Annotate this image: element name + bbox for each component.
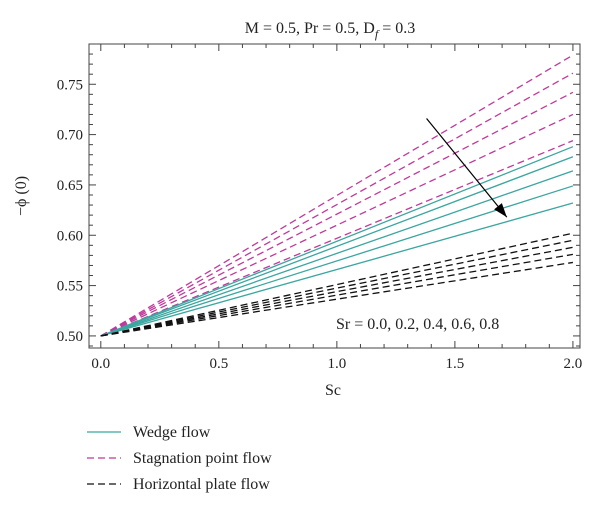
y-tick-label: 0.55: [57, 279, 83, 295]
series-line-wedge-flow-sr-0-6: [100, 185, 574, 337]
series-line-wedge-flow-sr-0-8: [100, 202, 574, 337]
series-line-stagnation-point-flow-sr-0-4: [100, 91, 574, 337]
y-tick-label: 0.50: [57, 329, 83, 345]
series-line-horizontal-plate-flow-sr-0-2: [100, 239, 574, 337]
title-main: M = 0.5, Pr = 0.5, D: [245, 20, 375, 37]
legend-label: Stagnation point flow: [133, 450, 272, 467]
plot-frame: [88, 43, 581, 349]
legend: Wedge flow Stagnation point flow Horizonta…: [87, 424, 272, 493]
series-line-wedge-flow-sr-0: [100, 146, 574, 337]
series-line-stagnation-point-flow-sr-0-6: [100, 113, 574, 337]
x-tick-label: 1.5: [446, 356, 465, 372]
x-tick-label: 0.5: [209, 356, 228, 372]
series-line-horizontal-plate-flow-sr-0: [100, 232, 574, 337]
series-line-stagnation-point-flow-sr-0: [100, 54, 574, 337]
series-lines: [100, 54, 574, 337]
legend-label: Horizontal plate flow: [133, 476, 270, 493]
y-tick-label: 0.65: [57, 178, 83, 194]
series-line-stagnation-point-flow-sr-0-8: [100, 140, 574, 337]
y-tick-label: 0.75: [57, 77, 83, 93]
sr-annotation: Sr = 0.0, 0.2, 0.4, 0.6, 0.8: [336, 316, 499, 333]
legend-label: Wedge flow: [133, 424, 211, 441]
y-tick-label: 0.70: [57, 128, 83, 144]
x-axis-label: Sc: [325, 382, 341, 399]
series-line-stagnation-point-flow-sr-0-2: [100, 72, 574, 337]
series-line-wedge-flow-sr-0-4: [100, 170, 574, 337]
axis-ticks: 0.0 0.5 1.0 1.5 2.0 0.50 0.55 0.60 0.65 0.70 0.75: [57, 44, 583, 372]
chart-title: M = 0.5, Pr = 0.5, Df = 0.3: [245, 20, 415, 41]
x-tick-label: 0.0: [91, 356, 110, 372]
trend-arrow-shaft: [426, 118, 508, 218]
svg-text:M = 0.5, Pr = 0.5, Df = 0.3: M = 0.5, Pr = 0.5, Df = 0.3: [245, 20, 415, 41]
x-tick-label: 1.0: [327, 356, 346, 372]
y-axis-label: −ϕ (0): [13, 176, 30, 216]
annotations: Sr = 0.0, 0.2, 0.4, 0.6, 0.8: [336, 118, 508, 333]
trend-arrow-head: [494, 203, 507, 218]
x-tick-label: 2.0: [564, 356, 583, 372]
title-subscript: f: [375, 27, 380, 41]
series-line-horizontal-plate-flow-sr-0-4: [100, 246, 574, 337]
series-line-wedge-flow-sr-0-2: [100, 156, 574, 337]
y-tick-label: 0.60: [57, 228, 83, 244]
title-suffix: = 0.3: [378, 20, 415, 37]
series-line-horizontal-plate-flow-sr-0-8: [100, 261, 574, 337]
series-line-horizontal-plate-flow-sr-0-6: [100, 253, 574, 337]
